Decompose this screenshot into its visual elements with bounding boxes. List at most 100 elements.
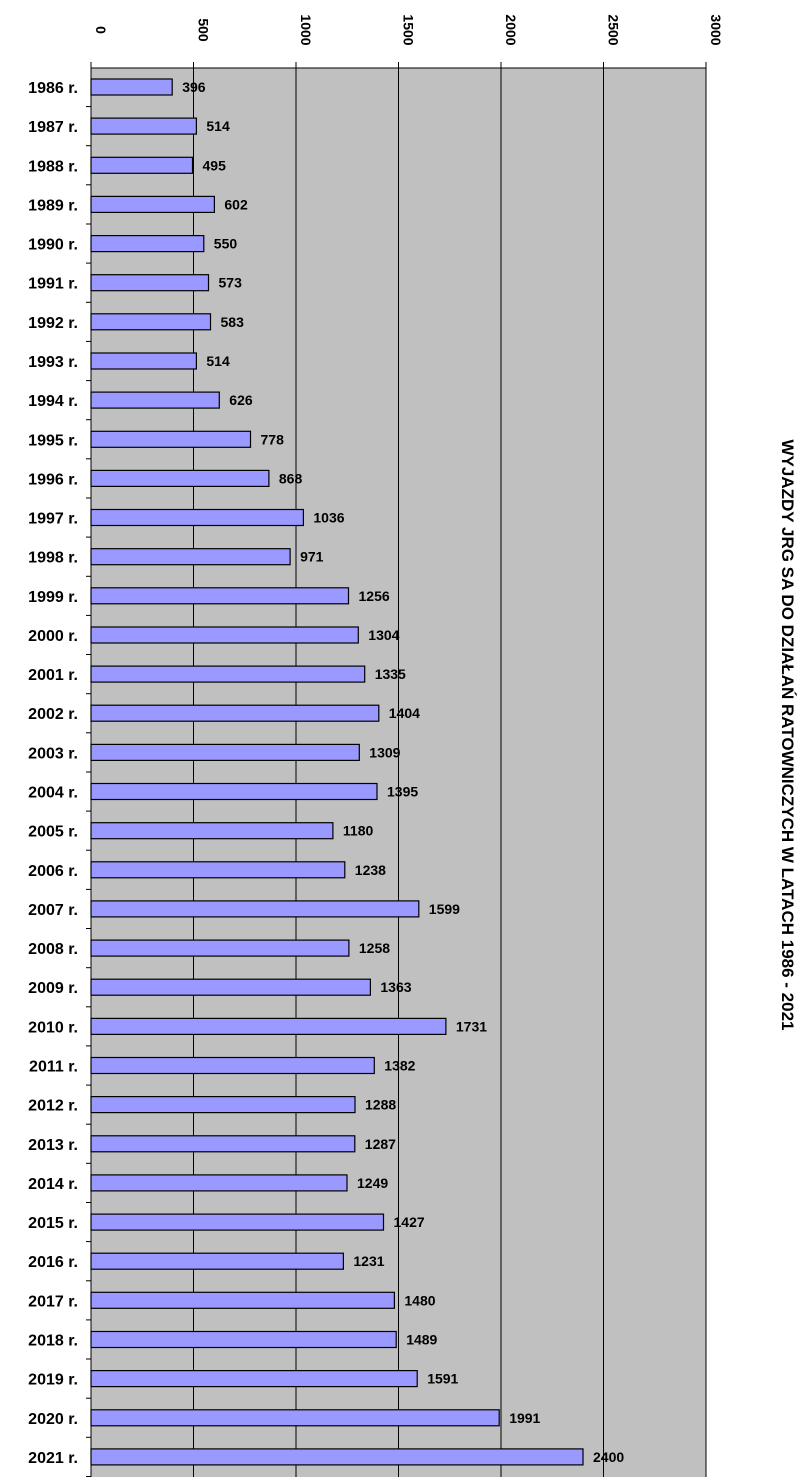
category-label: 2011 r.: [29, 1059, 78, 1076]
data-label: 1382: [384, 1058, 415, 1074]
category-label: 2013 r.: [28, 1137, 78, 1154]
data-label: 626: [229, 392, 253, 408]
data-label: 1287: [365, 1136, 396, 1152]
bar: [90, 391, 220, 409]
x-tick-label: 1000: [298, 14, 314, 45]
data-label: 1238: [355, 862, 386, 878]
category-label: 1999 r.: [28, 589, 78, 606]
category-label: 1994 r.: [28, 393, 78, 410]
bar: [90, 1369, 418, 1388]
category-label: 1986 r.: [28, 80, 78, 97]
chart-title: WYJAZDY JRG SA DO DZIAŁAŃ RATOWNICZYCH W…: [778, 440, 797, 1031]
bar: [90, 430, 252, 448]
data-label: 602: [224, 196, 248, 212]
category-label: 2012 r.: [28, 1098, 78, 1115]
data-label: 573: [219, 275, 243, 291]
category-label: 2006 r.: [28, 863, 78, 880]
bar: [90, 1174, 348, 1192]
bar: [90, 1213, 385, 1231]
data-label: 1991: [509, 1410, 540, 1426]
data-label: 1599: [429, 901, 460, 917]
data-label: 1231: [353, 1253, 384, 1269]
data-label: 1256: [359, 588, 390, 604]
bar: [90, 1017, 447, 1036]
category-label: 2001 r.: [28, 667, 78, 684]
data-label: 514: [206, 118, 230, 134]
category-label: 1988 r.: [28, 158, 78, 175]
bar: [90, 548, 291, 566]
bar: [90, 1095, 356, 1114]
bar: [90, 822, 334, 840]
category-label: 2018 r.: [28, 1333, 78, 1350]
bar: [90, 195, 216, 213]
data-label: 1304: [368, 627, 399, 643]
data-label: 396: [182, 79, 206, 95]
category-label: 2009 r.: [28, 980, 78, 997]
axes: [86, 62, 707, 1477]
x-tick-label: 2000: [503, 14, 519, 45]
bar: [90, 782, 378, 801]
data-label: 1395: [387, 784, 418, 800]
gridlines: [193, 68, 707, 1477]
data-label: 1427: [394, 1214, 425, 1230]
category-label: 2021 r.: [28, 1450, 78, 1467]
category-label: 1995 r.: [28, 432, 78, 449]
bar: [90, 156, 194, 174]
data-label: 1489: [406, 1332, 437, 1348]
data-label: 1036: [313, 510, 344, 526]
category-label: 1992 r.: [28, 315, 78, 332]
bar: [90, 1448, 584, 1466]
data-label: 1404: [389, 705, 420, 721]
bar: [90, 78, 173, 96]
x-tick-label: 2500: [606, 14, 622, 45]
bar: [90, 665, 366, 683]
data-label: 1309: [369, 744, 400, 760]
x-tick-label: 500: [196, 18, 212, 42]
category-label: 2005 r.: [28, 824, 78, 841]
data-label: 971: [300, 549, 324, 565]
category-label: 1996 r.: [28, 471, 78, 488]
category-label: 2007 r.: [28, 902, 78, 919]
data-label: 1731: [456, 1018, 487, 1034]
data-label: 2400: [593, 1449, 624, 1465]
category-label: 2010 r.: [28, 1019, 78, 1036]
bar: [90, 978, 371, 996]
data-label: 514: [206, 353, 230, 369]
category-label: 2015 r.: [28, 1215, 78, 1232]
category-label: 2020 r.: [28, 1411, 78, 1428]
data-label: 1288: [365, 1097, 396, 1113]
x-tick-label: 0: [93, 26, 109, 34]
bar: [90, 1056, 375, 1075]
bar: [90, 508, 304, 527]
bar: [90, 313, 212, 331]
bar: [90, 1135, 356, 1153]
bar: [90, 117, 198, 135]
data-label: 583: [221, 314, 245, 330]
x-tick-label: 1500: [401, 14, 417, 45]
category-label: 1987 r.: [28, 119, 78, 136]
bar: [90, 235, 205, 253]
bar: [90, 1291, 395, 1309]
category-label: 1993 r.: [28, 354, 78, 371]
category-label: 1991 r.: [28, 276, 78, 293]
category-label: 1997 r.: [28, 511, 78, 528]
category-label: 1989 r.: [28, 197, 78, 214]
data-label: 1180: [343, 823, 374, 839]
data-label: 868: [279, 470, 303, 486]
category-label: 1998 r.: [28, 550, 78, 567]
data-label: 550: [214, 236, 238, 252]
category-label: 2014 r.: [28, 1176, 78, 1193]
data-label: 1363: [380, 979, 411, 995]
bar: [90, 1409, 500, 1427]
data-label: 1249: [357, 1175, 388, 1191]
data-label: 1480: [404, 1292, 435, 1308]
labels: 0 500 1000 1500 2000 2500 3000 1986 r. 396 1987 r…: [28, 14, 724, 1466]
bar: [90, 587, 350, 605]
data-label: 778: [261, 431, 285, 447]
bar: [90, 274, 210, 292]
bar: [90, 939, 350, 957]
category-label: 2003 r.: [28, 745, 78, 762]
data-label: 1258: [359, 940, 390, 956]
bar: [90, 900, 420, 918]
data-label: 495: [203, 157, 227, 173]
